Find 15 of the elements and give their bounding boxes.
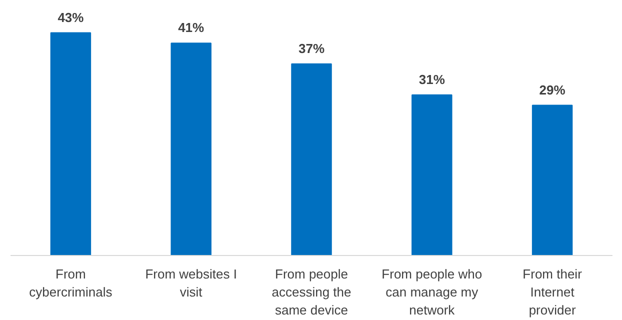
bar bbox=[291, 63, 332, 256]
data-label: 43% bbox=[58, 10, 84, 25]
bar bbox=[50, 32, 92, 256]
x-tick-label: From people who can manage my network bbox=[382, 266, 482, 318]
x-tick-label: From cybercriminals bbox=[29, 266, 113, 300]
bar bbox=[532, 104, 573, 256]
data-label: 29% bbox=[539, 82, 566, 98]
data-label: 41% bbox=[178, 20, 205, 36]
bar bbox=[170, 42, 212, 256]
x-tick-label: From people accessing the same device bbox=[272, 266, 352, 318]
x-tick-label: From websites I visit bbox=[145, 266, 237, 300]
data-label: 37% bbox=[298, 40, 325, 56]
bar bbox=[412, 94, 452, 256]
x-tick-label: From their Internet provider bbox=[522, 266, 583, 318]
data-label: 31% bbox=[418, 72, 446, 87]
